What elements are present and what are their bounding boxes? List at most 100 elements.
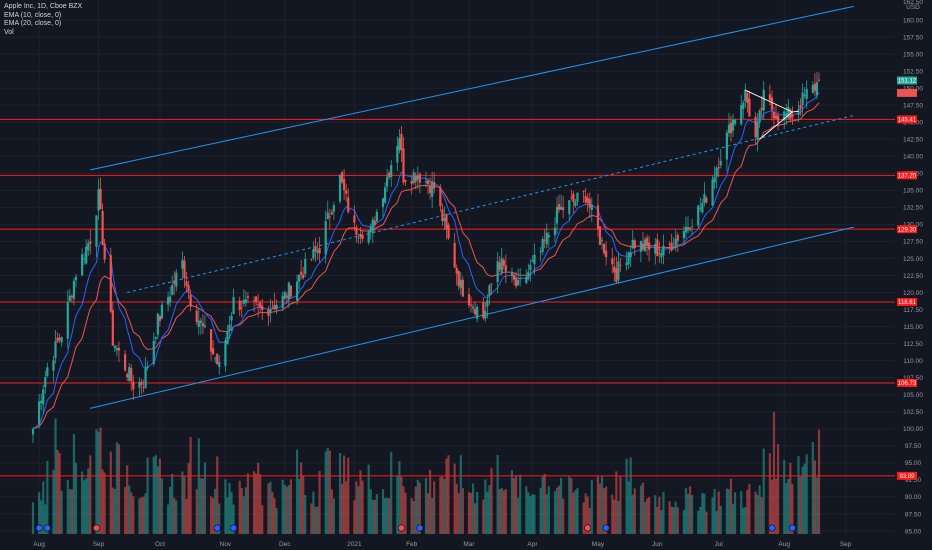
volume-bar [776,444,780,534]
candle [602,243,606,256]
volume-bar [541,476,544,534]
candle [426,178,430,195]
candle [388,170,391,180]
volume-bar [611,494,614,534]
volume-bar [130,492,133,534]
candle [124,350,127,372]
candle [772,106,776,126]
candle [676,232,679,253]
candle-body [287,282,290,300]
level-price-label: 118.61 [898,300,917,306]
candle-body [144,367,147,388]
candle-body [330,212,333,215]
volume-bar [570,478,573,534]
candle [218,355,221,375]
candle [257,294,260,318]
candle [748,90,751,117]
volume-bar [586,496,589,534]
volume-bar [813,460,817,534]
candle-body [441,209,444,221]
candle-body [733,119,737,124]
price-tick-label: 115.00 [903,324,923,331]
candle-body [310,259,313,261]
candle-body [171,285,174,295]
candle-body [232,297,235,315]
candle-body [670,242,673,251]
candle [547,231,550,248]
candle [195,304,198,326]
candle [287,281,290,308]
candle [559,194,563,210]
candle-body [338,175,342,202]
candle [373,215,376,233]
candle-body [81,254,84,276]
candle-body [316,250,319,253]
candle-body [668,244,671,245]
volume-bar [240,488,243,534]
candle [152,332,155,367]
candle-body [484,311,487,319]
volume-bar [74,462,78,534]
candle-body [596,205,600,230]
volume-bar [498,489,501,534]
candle-body [703,194,706,203]
candle-body [576,192,579,202]
candle [52,355,55,383]
volume-bar [31,502,35,534]
candle-body [719,160,722,166]
candle [613,256,616,282]
volume-bar [727,489,731,534]
candle [742,100,745,119]
candle-body [390,165,393,178]
volume-bar [283,484,286,534]
candle [701,198,704,215]
volume-bar [660,510,663,534]
candle [402,137,405,185]
candle-body [756,121,759,140]
candle-body [195,310,198,323]
volume-bar [72,434,76,534]
candle-body [512,275,516,280]
volume-bar [375,494,378,534]
volume-bar [216,456,219,534]
time-tick-label: Sep [93,541,105,548]
candle-body [58,337,61,340]
candle-body [199,320,202,323]
volume-bar [617,500,620,534]
candle-body [214,358,217,360]
candle [627,251,630,269]
candle-body [639,241,643,252]
candle-body [758,110,761,123]
candle [424,171,428,188]
candle [805,80,808,109]
volume-bar [762,448,765,534]
candle [416,166,419,189]
candle [304,252,307,278]
event-marker-icon [416,524,424,532]
volume-bar [304,495,307,534]
candle-body [768,94,771,101]
candle [496,252,499,294]
candle-body [598,226,602,245]
candle-body [230,315,233,321]
candle-body [504,265,507,272]
candle-body [672,246,675,248]
volume-bar [543,473,546,534]
candle-body [531,260,534,262]
candle-body [590,204,593,211]
volume-bar [357,486,360,534]
candle [201,314,204,335]
volume-bar [85,478,88,534]
candle-body [633,240,636,249]
volume-bar [52,470,55,534]
candle [758,109,761,128]
candle [326,200,329,220]
candle [600,236,604,250]
candle [688,227,692,232]
candle [541,236,544,255]
candle-body [705,197,708,203]
candle-body [160,304,164,319]
volume-bar [400,476,403,534]
